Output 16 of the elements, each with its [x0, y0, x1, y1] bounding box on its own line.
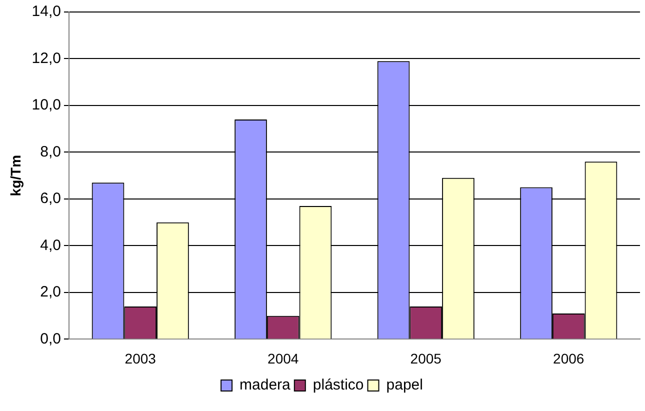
y-tick-label: 14,0 [32, 3, 61, 20]
legend-label: papel [386, 376, 423, 394]
y-tick-label: 6,0 [40, 190, 61, 208]
y-tick-label: 8,0 [40, 143, 61, 160]
y-tick-label: 0,0 [40, 330, 61, 348]
y-axis-title: kg/Tm [7, 154, 24, 196]
y-tick-label: 4,0 [40, 236, 61, 254]
y-tick-label: 12,0 [32, 50, 61, 67]
y-tick-label: 2,0 [40, 284, 61, 301]
x-tick-label: 2003 [124, 350, 156, 366]
legend-label: madera [240, 376, 292, 394]
x-tick-label: 2004 [268, 350, 299, 366]
x-tick-label: 2006 [553, 350, 584, 366]
y-tick-label: 10,0 [32, 96, 61, 114]
legend-label: plástico [312, 376, 364, 394]
x-tick-label: 2005 [410, 350, 442, 366]
